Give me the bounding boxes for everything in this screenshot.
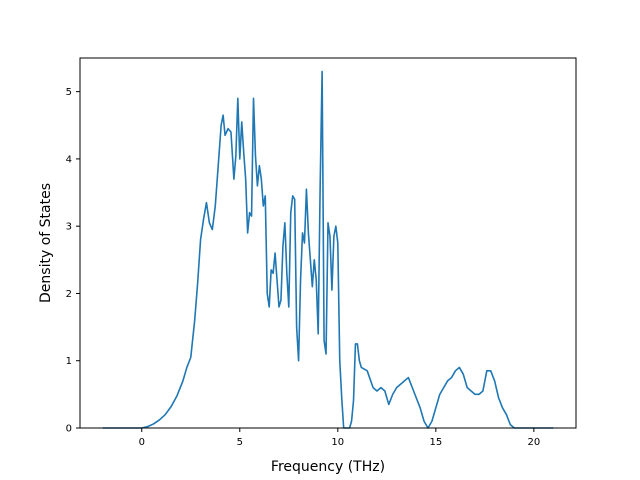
x-axis-label: Frequency (THz) <box>271 459 385 475</box>
y-tick-label: 5 <box>66 87 72 98</box>
y-tick-label: 3 <box>66 222 72 233</box>
chart-marks <box>102 70 554 429</box>
plot-frame <box>79 57 577 429</box>
x-tick-label: 15 <box>429 437 442 448</box>
y-axis-ticks: 0 1 2 3 4 5 <box>66 87 80 435</box>
x-tick-label: 0 <box>139 437 145 448</box>
series-line-0 <box>102 70 554 429</box>
y-tick-label: 2 <box>66 289 72 300</box>
x-tick-label: 5 <box>237 437 243 448</box>
y-tick-label: 0 <box>66 424 72 435</box>
y-axis-label: Density of States <box>38 183 54 303</box>
y-tick-label: 1 <box>66 356 72 367</box>
x-tick-label: 10 <box>331 437 344 448</box>
x-tick-label: 20 <box>527 437 540 448</box>
y-tick-label: 4 <box>66 154 72 165</box>
x-axis-ticks: 0 5 10 15 20 <box>139 428 540 448</box>
